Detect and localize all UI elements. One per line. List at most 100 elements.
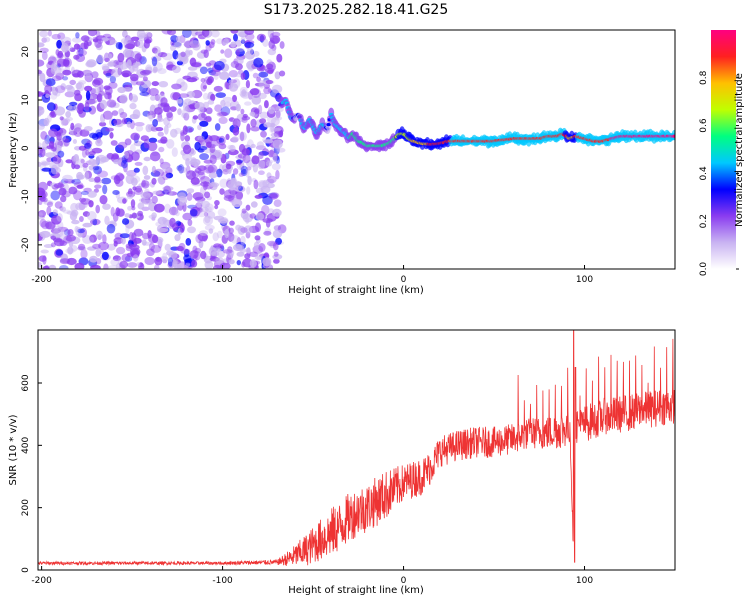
noise-blob	[157, 131, 164, 137]
noise-blob	[163, 104, 171, 113]
noise-blob	[245, 80, 250, 89]
noise-blob	[124, 213, 131, 218]
noise-blob	[238, 131, 247, 141]
noise-blob	[255, 187, 264, 194]
noise-blob	[241, 148, 250, 156]
noise-blob	[176, 60, 183, 66]
noise-blob	[38, 255, 47, 262]
noise-blob	[202, 92, 209, 101]
noise-blob	[119, 111, 128, 119]
noise-blob	[155, 127, 164, 132]
noise-blob	[228, 83, 239, 92]
noise-blob	[262, 257, 272, 267]
noise-blob	[250, 118, 257, 128]
noise-blob	[181, 108, 190, 118]
noise-blob	[150, 125, 158, 132]
noise-blob	[47, 30, 53, 37]
noise-blob	[39, 218, 47, 228]
noise-blob	[199, 230, 209, 237]
noise-blob	[149, 151, 161, 162]
noise-blob	[135, 125, 144, 132]
noise-blob	[166, 112, 174, 122]
noise-blob	[251, 95, 262, 105]
noise-blob	[84, 126, 93, 132]
noise-blob	[218, 116, 228, 124]
noise-blob	[210, 93, 216, 102]
noise-blob	[85, 71, 91, 78]
noise-blob	[187, 66, 198, 71]
noise-blob	[249, 251, 259, 258]
noise-blob	[236, 251, 245, 257]
colorbar-ticks: 0.0 0.2 0.4 0.6 0.8	[699, 70, 739, 276]
colorbar-tick-label: 0.6	[699, 118, 709, 133]
noise-blob	[171, 261, 182, 269]
snr-y-label: SNR (10 * v/v)	[8, 414, 19, 485]
noise-blob	[265, 160, 272, 167]
noise-blob	[190, 157, 197, 165]
noise-blob	[207, 67, 214, 74]
noise-blob	[219, 217, 229, 226]
noise-blob	[100, 99, 108, 110]
noise-blob	[190, 177, 200, 185]
noise-blob	[160, 91, 165, 96]
noise-blob	[271, 84, 283, 94]
noise-blob	[176, 98, 183, 104]
spectrogram-cells	[38, 30, 675, 269]
noise-blob	[46, 102, 56, 112]
noise-blob	[119, 260, 129, 269]
noise-blob	[259, 111, 269, 119]
noise-blob	[38, 42, 45, 48]
noise-blob	[106, 152, 115, 160]
noise-blob	[94, 84, 100, 94]
noise-blob	[70, 202, 79, 212]
noise-blob	[218, 111, 229, 117]
noise-blob	[67, 104, 73, 110]
noise-blob	[200, 250, 207, 260]
noise-blob	[60, 132, 66, 141]
noise-blob	[185, 158, 191, 167]
noise-blob	[48, 128, 59, 138]
noise-blob	[94, 39, 102, 48]
noise-blob	[138, 262, 144, 268]
noise-blob	[230, 235, 240, 244]
noise-blob	[137, 202, 145, 210]
noise-blob	[272, 253, 283, 260]
noise-blob	[40, 131, 48, 140]
noise-blob	[39, 72, 46, 83]
noise-blob	[244, 253, 251, 260]
noise-blob	[191, 259, 198, 268]
noise-blob	[154, 49, 162, 57]
noise-blob	[279, 41, 285, 49]
noise-blob	[44, 152, 56, 158]
noise-blob	[115, 246, 126, 255]
noise-blob	[142, 165, 149, 176]
noise-blob	[273, 225, 282, 231]
noise-blob	[99, 195, 108, 205]
snr-x-ticks: -200 -100 0 100	[31, 566, 593, 586]
noise-blob	[216, 38, 224, 45]
noise-blob	[90, 218, 101, 226]
noise-blob	[121, 236, 126, 245]
noise-blob	[79, 129, 90, 137]
noise-blob	[271, 31, 281, 38]
noise-blob	[253, 179, 259, 190]
noise-blob	[231, 198, 243, 208]
noise-blob	[41, 37, 47, 43]
noise-blob	[93, 165, 102, 175]
noise-blob	[200, 82, 207, 92]
noise-blob	[204, 224, 215, 231]
noise-blob	[166, 111, 173, 119]
noise-blob	[126, 193, 134, 200]
noise-blob	[168, 206, 179, 216]
noise-blob	[126, 121, 132, 128]
noise-blob	[38, 212, 43, 218]
noise-blob	[41, 51, 48, 61]
noise-blob	[148, 137, 158, 143]
noise-blob	[182, 75, 192, 80]
noise-blob	[279, 70, 286, 77]
noise-blob	[180, 51, 186, 58]
noise-blob	[240, 36, 246, 44]
noise-blob	[73, 127, 83, 137]
noise-blob	[186, 188, 195, 194]
noise-blob	[58, 265, 69, 269]
